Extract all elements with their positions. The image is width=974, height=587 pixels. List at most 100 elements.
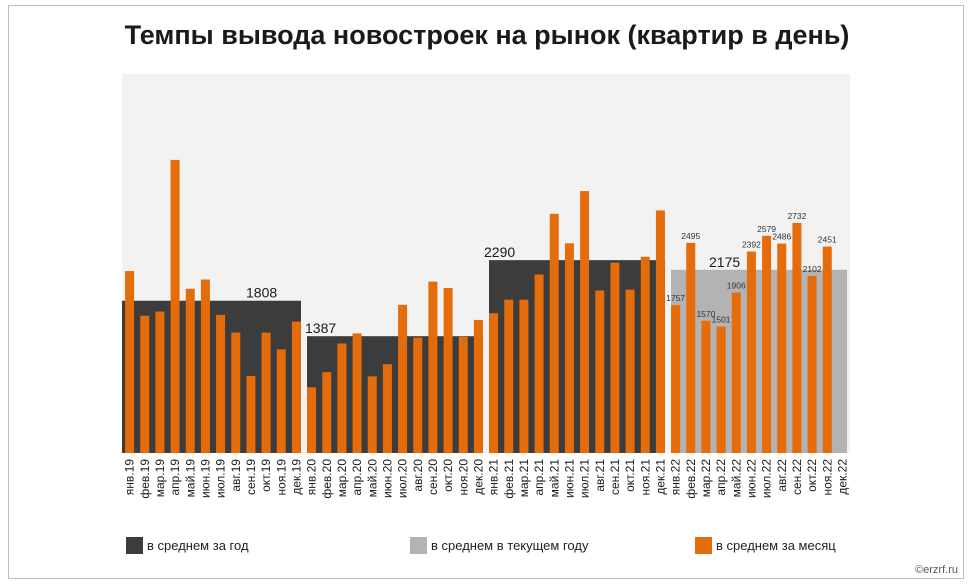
- monthly-bar: [261, 332, 271, 453]
- data-label: 1570: [696, 309, 715, 319]
- monthly-bar: [398, 304, 408, 453]
- x-tick-label: фев.19: [138, 459, 152, 499]
- x-tick-label: мар.19: [153, 459, 167, 498]
- monthly-bar: [473, 319, 483, 453]
- data-label: 1501: [712, 315, 731, 325]
- x-tick-label: фев.21: [502, 459, 516, 499]
- x-tick-label: ноя.21: [638, 459, 652, 496]
- legend-swatch-monthly: [695, 536, 712, 554]
- monthly-bar: [443, 287, 453, 453]
- monthly-bar: [610, 262, 620, 453]
- x-tick-label: май.21: [547, 459, 561, 498]
- x-tick-label: окт.19: [259, 459, 273, 492]
- monthly-bar: [216, 314, 226, 453]
- x-tick-label: июн.21: [562, 459, 576, 498]
- annual-average-block-2021: [489, 260, 665, 453]
- monthly-bar: [792, 222, 802, 453]
- x-tick-label: дек.20: [471, 459, 485, 495]
- x-tick-label: дек.21: [653, 459, 667, 495]
- legend-label-current-year-avg: в среднем в текущем году: [431, 537, 589, 553]
- data-label: 2102: [803, 264, 822, 274]
- x-tick-label: май.20: [365, 459, 379, 498]
- x-tick-label: май.22: [729, 459, 743, 498]
- annual-average-block-2019: [122, 300, 301, 453]
- monthly-bar: [580, 191, 590, 453]
- legend-swatch-year-avg: [126, 536, 143, 554]
- monthly-bar: [807, 275, 817, 453]
- x-tick-label: июл.21: [578, 459, 592, 498]
- x-tick-label: дек.22: [835, 459, 849, 495]
- monthly-bar: [671, 305, 681, 453]
- x-tick-label: апр.22: [714, 459, 728, 496]
- data-label: 2486: [772, 232, 791, 242]
- x-tick-label: фев.20: [320, 459, 334, 499]
- x-tick-label: сен.19: [244, 459, 258, 495]
- monthly-bar: [777, 243, 787, 453]
- x-tick-label: авг.19: [229, 459, 243, 492]
- monthly-bar: [352, 333, 362, 453]
- monthly-bar: [367, 376, 377, 453]
- chart-title: Темпы вывода новостроек на рынок (кварти…: [124, 20, 850, 50]
- monthly-bar: [716, 326, 726, 453]
- x-tick-label: авг.21: [593, 459, 607, 492]
- monthly-bar: [595, 290, 605, 453]
- monthly-bar: [686, 242, 696, 453]
- monthly-bar: [246, 375, 256, 453]
- x-tick-label: апр.21: [532, 459, 546, 496]
- data-label: 1757: [666, 293, 685, 303]
- monthly-bar: [428, 281, 438, 453]
- monthly-bar: [458, 336, 468, 453]
- monthly-bar: [519, 299, 529, 453]
- monthly-bar: [291, 321, 301, 453]
- monthly-bar: [185, 288, 195, 453]
- annual-average-block-2020: [307, 336, 483, 453]
- x-tick-label: июн.22: [744, 459, 758, 498]
- x-tick-label: мар.21: [517, 459, 531, 498]
- monthly-bar: [413, 337, 423, 453]
- x-tick-label: янв.20: [305, 459, 319, 496]
- x-tick-label: мар.22: [699, 459, 713, 498]
- x-tick-label: июл.22: [760, 459, 774, 498]
- monthly-bar: [382, 364, 392, 453]
- monthly-bar: [140, 315, 150, 453]
- x-tick-label: окт.21: [623, 459, 637, 492]
- monthly-bar: [170, 159, 180, 453]
- monthly-bar: [231, 332, 241, 453]
- legend-item-current-year-avg: в среднем в текущем году: [410, 536, 588, 554]
- monthly-bar: [549, 213, 559, 453]
- monthly-bar: [125, 271, 135, 453]
- annual-average-label-2021: 2290: [484, 244, 515, 260]
- monthly-bar: [155, 311, 165, 453]
- monthly-bar: [200, 279, 210, 453]
- monthly-bar: [534, 274, 544, 453]
- data-label: 2732: [787, 211, 806, 221]
- x-tick-label: ноя.20: [456, 459, 470, 496]
- x-tick-label: авг.20: [411, 459, 425, 492]
- monthly-bar: [307, 387, 317, 453]
- x-tick-label: июл.19: [214, 459, 228, 498]
- x-tick-label: апр.20: [350, 459, 364, 496]
- x-tick-label: фев.22: [684, 459, 698, 499]
- annual-average-label-2020: 1387: [305, 320, 336, 336]
- x-tick-label: ноя.22: [820, 459, 834, 496]
- x-tick-label: апр.19: [168, 459, 182, 496]
- monthly-bar: [746, 251, 756, 453]
- data-label: 2579: [757, 224, 776, 234]
- x-tick-label: сен.22: [790, 459, 804, 495]
- annual-average-block-2022: [671, 269, 847, 453]
- monthly-bar: [822, 246, 832, 453]
- legend-item-year-avg: в среднем за год: [126, 536, 249, 554]
- legend-item-monthly: в среднем за месяц: [695, 536, 836, 554]
- x-tick-label: май.19: [183, 459, 197, 498]
- x-tick-label: янв.21: [487, 459, 501, 496]
- monthly-bar: [625, 289, 635, 453]
- monthly-bar: [640, 256, 650, 453]
- monthly-bar: [655, 210, 665, 453]
- x-tick-label: июн.20: [380, 459, 394, 498]
- x-tick-label: янв.19: [123, 459, 137, 496]
- monthly-bar: [276, 349, 286, 453]
- monthly-bar: [731, 292, 741, 453]
- legend-label-year-avg: в среднем за год: [147, 537, 249, 553]
- x-tick-label: авг.22: [775, 459, 789, 492]
